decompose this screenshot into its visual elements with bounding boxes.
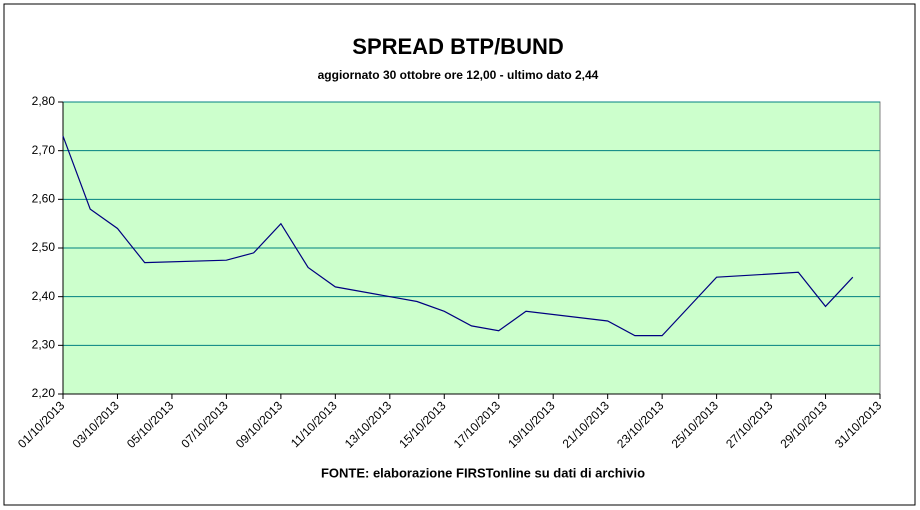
y-tick-label: 2,80 — [32, 94, 56, 108]
data-line — [62, 135, 854, 337]
y-tick-label: 2,50 — [32, 240, 56, 254]
chart-title: SPREAD BTP/BUND — [352, 34, 563, 59]
y-tick-label: 2,20 — [32, 386, 56, 400]
source-note: FONTE: elaborazione FIRSTonline su dati … — [321, 465, 645, 480]
y-tick-label: 2,30 — [32, 338, 56, 352]
y-tick-label: 2,70 — [32, 143, 56, 157]
y-tick-label: 2,40 — [32, 289, 56, 303]
y-tick-label: 2,60 — [32, 192, 56, 206]
chart-subtitle: aggiornato 30 ottobre ore 12,00 - ultimo… — [318, 68, 599, 82]
